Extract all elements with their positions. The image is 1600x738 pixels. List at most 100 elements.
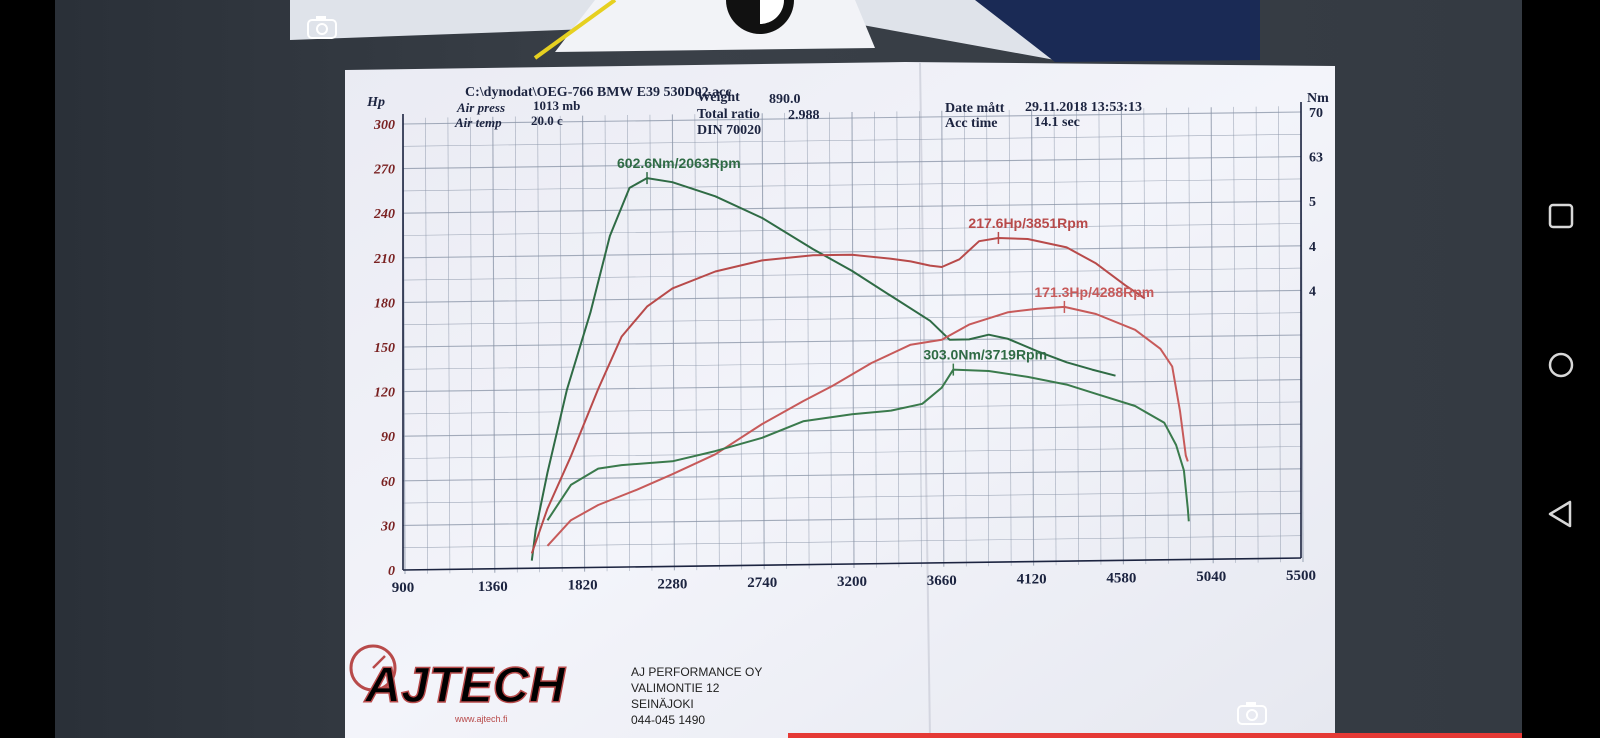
x-axis [402, 557, 1302, 571]
series-line-0 [530, 177, 1116, 561]
series-line-3 [546, 368, 1190, 522]
grid-line-v [447, 117, 451, 574]
grid-line-v [1210, 107, 1214, 564]
grid-line-v [851, 111, 855, 569]
y-tick-label-left: 300 [373, 118, 395, 133]
bmw-logo-quarter-w2 [760, 0, 784, 24]
grid-line-v [1008, 109, 1012, 566]
logo-url: www.ajtech.fi [454, 714, 508, 724]
y-tick-label-right: 5 [1309, 195, 1316, 210]
dyno-sheet: 900 1360 1820 2280 2740 3200 3660 4120 4580 5040 5… [345, 61, 1335, 738]
peak-annotation: 303.0Nm/3719Rpm [923, 347, 1047, 363]
grid-line-h [402, 245, 1302, 259]
watermark-camera-icon [1237, 702, 1267, 725]
grid-line-h [402, 357, 1302, 370]
grid-line-h [402, 468, 1302, 482]
grid-line-v [874, 111, 877, 568]
header-block: C:\dynodat\OEG-766 BMW E39 530D02.acc Ai… [454, 85, 1142, 138]
grid-line-v [739, 113, 743, 570]
grid-line-v [806, 112, 810, 569]
grid-line-h [402, 223, 1302, 236]
yellow-strip [533, 0, 617, 60]
grid-line-v [1278, 106, 1281, 563]
recent-apps-icon[interactable] [1542, 197, 1580, 235]
file-path: C:\dynodat\OEG-766 BMW E39 530D02.acc [465, 85, 732, 100]
grid-line-v [1053, 109, 1057, 566]
peak-annotation: 171.3Hp/4288Rpm [1034, 284, 1154, 300]
grid-line-v [1120, 108, 1124, 565]
grid-line-h [402, 267, 1302, 281]
grid-line-h [402, 512, 1302, 526]
grid-line-h [402, 535, 1302, 548]
y-tick-label-left: 60 [381, 475, 395, 490]
chart-plot [530, 172, 1190, 561]
x-tick-label: 1820 [568, 578, 598, 594]
grid-line-v [784, 112, 787, 569]
series-line-1 [530, 237, 1146, 554]
y-tick-label-left: 120 [374, 386, 395, 401]
grid-line-h [402, 178, 1302, 192]
ratio-value: 2.988 [788, 108, 820, 123]
grid-line-h [402, 134, 1302, 147]
grid-line-h [402, 111, 1302, 125]
ajtech-logo: AJTECH www.ajtech.fi AJ PERFORMANCE OY V… [349, 644, 762, 727]
grid-line-v [1031, 109, 1035, 566]
y-axis-label-left: Hp [366, 95, 385, 110]
home-icon[interactable] [1542, 346, 1580, 384]
air-temp-value: 20.0 c [531, 113, 563, 128]
grid-line-v [582, 115, 586, 572]
series-line-2 [546, 305, 1189, 547]
weight-label: Weight [697, 90, 740, 105]
peak-annotation: 217.6Hp/3851Rpm [968, 215, 1088, 231]
grid-line-h [402, 200, 1302, 214]
din-label: DIN 70020 [697, 123, 761, 138]
x-tick-label: 4580 [1106, 570, 1136, 586]
grid-line-h [402, 423, 1302, 437]
weight-value: 890.0 [769, 92, 801, 107]
grid-line-v [1233, 106, 1236, 563]
paper-sheet-top [555, 0, 875, 52]
back-icon[interactable] [1542, 495, 1580, 533]
company-street: VALIMONTIE 12 [631, 681, 720, 695]
x-tick-label: 5040 [1196, 569, 1226, 585]
grid-line-h [402, 379, 1302, 393]
air-press-label: Air press [456, 100, 505, 115]
watermark-camera-icon [307, 16, 337, 39]
grid-line-v [1076, 108, 1079, 566]
grid-line-v [537, 116, 540, 573]
grid-line-v [986, 110, 990, 567]
x-tick-label: 2280 [657, 576, 687, 592]
y-tick-label-right: 4 [1309, 240, 1316, 255]
grid-line-v [425, 117, 428, 574]
grid-line-v [919, 111, 922, 568]
date-value: 29.11.2018 13:53:13 [1025, 100, 1142, 115]
x-tick-label: 5500 [1286, 568, 1316, 584]
video-progress-bar[interactable] [788, 733, 1522, 738]
android-nav-bar [1522, 0, 1600, 738]
grid-line-v [1165, 107, 1169, 564]
grid-line-v [671, 114, 675, 571]
grid-line-v [1188, 107, 1192, 564]
grid-line-v [1255, 106, 1259, 563]
company-city: SEINÄJOKI [631, 697, 694, 711]
grid-line-v [716, 113, 720, 570]
y-tick-label-left: 240 [373, 207, 395, 222]
grid-line-v [896, 111, 900, 568]
grid-line-v [761, 113, 765, 570]
acc-time-label: Acc time [945, 116, 997, 131]
logo-text: AJTECH [363, 657, 566, 713]
paper-fold [919, 61, 931, 738]
blue-cloth [975, 0, 1260, 62]
grid-line-v [470, 117, 473, 574]
gauge-icon [349, 644, 397, 692]
date-label: Date mått [945, 101, 1005, 116]
grid-line-h [402, 289, 1302, 303]
x-tick-label: 4120 [1017, 572, 1047, 588]
paper [345, 62, 1335, 738]
grid-line-h [402, 156, 1302, 170]
y-tick-label-right: 63 [1309, 151, 1323, 166]
x-tick-label: 900 [392, 580, 415, 596]
ratio-label: Total ratio [697, 107, 760, 122]
y-tick-label-left: 90 [381, 430, 395, 445]
